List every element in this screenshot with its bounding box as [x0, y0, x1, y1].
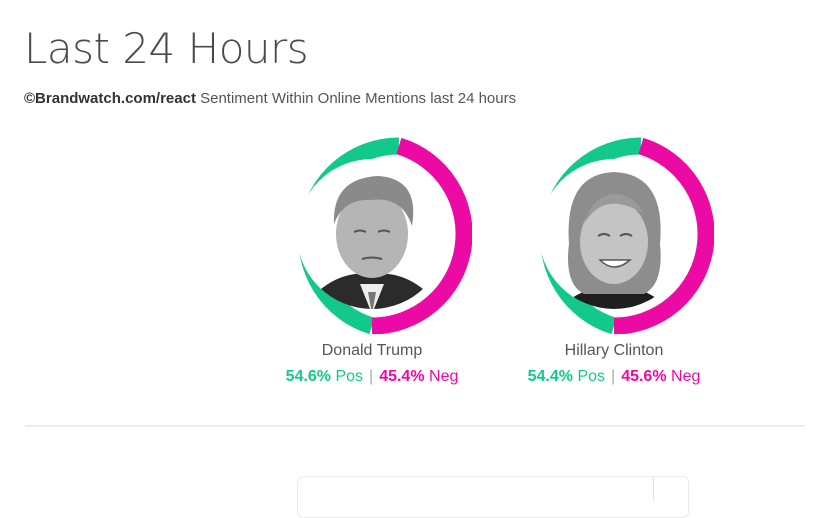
- positive-stat: 54.4% Pos: [527, 368, 606, 385]
- page-subtitle: ©Brandwatch.com/react Sentiment Within O…: [24, 90, 516, 108]
- negative-stat: 45.6% Neg: [621, 368, 701, 385]
- embed-box[interactable]: [297, 476, 689, 518]
- portrait-photo: [539, 159, 689, 309]
- sentiment-donut-chart: [297, 137, 472, 334]
- page-title: Last 24 Hours: [24, 24, 309, 73]
- negative-stat: 45.4% Neg: [379, 368, 459, 385]
- portrait-photo: [297, 159, 447, 309]
- sentiment-donut-chart: [539, 137, 714, 334]
- source-credit: ©Brandwatch.com/react: [24, 90, 196, 107]
- subtitle-text: Sentiment Within Online Mentions last 24…: [200, 90, 517, 107]
- box-divider: [653, 477, 654, 501]
- sentiment-stats: 54.6% Pos | 45.4% Neg: [212, 368, 532, 386]
- sentiment-stats: 54.4% Pos | 45.6% Neg: [454, 368, 774, 386]
- positive-stat: 54.6% Pos: [285, 368, 364, 385]
- section-divider: [25, 425, 805, 427]
- stat-separator: |: [369, 368, 374, 385]
- candidate-name: Donald Trump: [321, 342, 423, 359]
- stat-separator: |: [611, 368, 616, 385]
- candidate-name: Hillary Clinton: [564, 342, 664, 359]
